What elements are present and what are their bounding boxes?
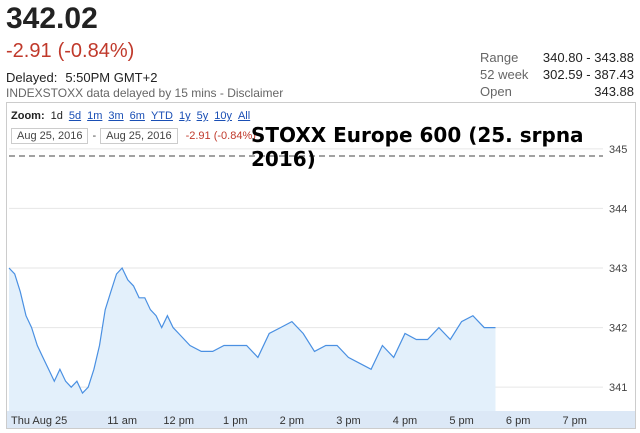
date-range-row: Aug 25, 2016 - Aug 25, 2016 -2.91 (-0.84…	[11, 128, 256, 144]
date-separator: -	[92, 130, 97, 142]
price-change: -2.91 (-0.84%)	[6, 40, 140, 63]
x-tick-label: 2 pm	[280, 415, 304, 427]
x-axis-band	[7, 411, 635, 428]
x-tick-label: 7 pm	[562, 415, 586, 427]
y-tick-label: 343	[609, 263, 627, 275]
y-tick-label: 341	[609, 382, 627, 394]
zoom-option-5d[interactable]: 5d	[68, 110, 82, 122]
chart-panel: 341 342 343 344 345 Thu Aug 25 11 am 12 pm 1 pm 2…	[6, 102, 636, 429]
zoom-bar: Zoom: 1d 5d 1m 3m 6m YTD 1y 5y 10y All	[11, 110, 250, 122]
zoom-option-5y[interactable]: 5y	[196, 110, 209, 122]
change-percent: (-0.84%)	[57, 40, 135, 62]
zoom-option-6m[interactable]: 6m	[129, 110, 145, 122]
price-chart[interactable]: 341 342 343 344 345 Thu Aug 25 11 am 12 pm 1 pm 2…	[7, 103, 635, 428]
stat-52week: 52 week 302.59 - 387.43	[480, 67, 634, 84]
zoom-option-10y[interactable]: 10y	[214, 110, 232, 122]
stat-value: 343.88	[594, 84, 634, 99]
x-tick-label: 6 pm	[506, 415, 530, 427]
y-tick-label: 345	[609, 144, 627, 156]
series-area	[9, 268, 496, 411]
stat-value: 340.80 - 343.88	[542, 50, 634, 65]
current-price: 342.02	[6, 2, 98, 35]
x-tick-label: 4 pm	[393, 415, 417, 427]
x-tick-label: Thu Aug 25	[11, 415, 67, 427]
delayed-time: 5:50PM GMT+2	[65, 70, 158, 85]
x-tick-label: 12 pm	[163, 415, 194, 427]
date-from-input[interactable]: Aug 25, 2016	[11, 128, 89, 144]
change-value: -2.91	[6, 40, 52, 62]
zoom-option-1m[interactable]: 1m	[87, 110, 103, 122]
zoom-options: 1d 5d 1m 3m 6m YTD 1y 5y 10y All	[51, 110, 251, 122]
x-tick-label: 11 am	[107, 415, 137, 427]
zoom-label: Zoom:	[11, 110, 45, 122]
disclaimer-text[interactable]: INDEXSTOXX data delayed by 15 mins - Dis…	[6, 86, 284, 100]
date-to-input[interactable]: Aug 25, 2016	[100, 128, 178, 144]
x-tick-label: 1 pm	[223, 415, 247, 427]
stat-label: Range	[480, 50, 519, 65]
series-line	[8, 266, 496, 395]
stat-label: Open	[480, 84, 512, 99]
x-tick-label: 5 pm	[449, 415, 473, 427]
stat-label: 52 week	[480, 67, 529, 82]
zoom-option-1y[interactable]: 1y	[178, 110, 191, 122]
stat-open: Open 343.88	[480, 84, 634, 101]
y-tick-label: 342	[609, 323, 627, 335]
stat-value: 302.59 - 387.43	[542, 67, 634, 82]
delayed-info: Delayed: 5:50PM GMT+2	[6, 70, 157, 85]
zoom-option-ytd[interactable]: YTD	[150, 110, 173, 122]
overlay-title: STOXX Europe 600 (25. srpna 2016)	[251, 123, 584, 171]
zoom-option-all[interactable]: All	[237, 110, 251, 122]
y-tick-label: 344	[609, 203, 627, 215]
zoom-option-1d[interactable]: 1d	[50, 110, 63, 122]
x-tick-label: 3 pm	[336, 415, 360, 427]
stat-range: Range 340.80 - 343.88	[480, 50, 634, 67]
range-change: -2.91 (-0.84%)	[185, 130, 256, 142]
stats-panel: Range 340.80 - 343.88 52 week 302.59 - 387…	[480, 50, 634, 101]
delayed-label: Delayed:	[6, 70, 58, 85]
zoom-option-3m[interactable]: 3m	[108, 110, 124, 122]
